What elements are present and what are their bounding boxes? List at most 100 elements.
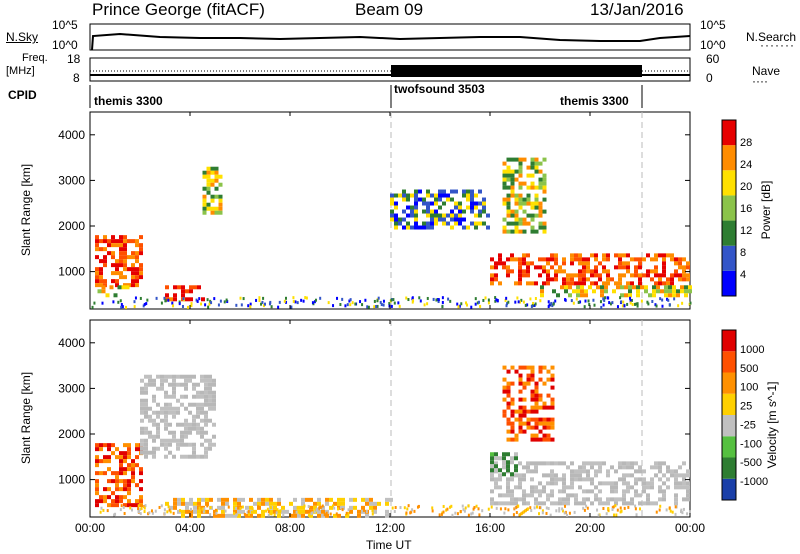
range-gate-cell bbox=[534, 425, 539, 430]
range-gate-cell bbox=[99, 443, 103, 448]
range-gate-cell bbox=[106, 509, 109, 513]
range-gate-cell bbox=[206, 202, 211, 207]
range-gate-cell bbox=[225, 513, 229, 518]
range-gate-cell bbox=[119, 275, 123, 280]
range-gate-cell bbox=[185, 505, 189, 510]
range-gate-cell bbox=[182, 297, 185, 301]
range-gate-cell bbox=[349, 509, 353, 514]
range-gate-cell bbox=[636, 302, 639, 306]
range-gate-cell bbox=[619, 506, 622, 510]
range-gate-cell bbox=[634, 269, 638, 274]
range-gate-cell bbox=[550, 421, 555, 426]
range-gate-cell bbox=[210, 198, 215, 203]
range-gate-cell bbox=[388, 302, 391, 306]
range-gate-cell bbox=[289, 513, 293, 518]
range-gate-cell bbox=[526, 417, 531, 422]
range-gate-cell bbox=[188, 378, 192, 383]
range-gate-cell bbox=[442, 217, 446, 222]
range-gate-cell bbox=[470, 221, 474, 226]
range-gate-cell bbox=[586, 277, 590, 282]
range-gate-cell bbox=[189, 501, 193, 506]
range-gate-cell bbox=[390, 201, 394, 206]
range-gate-cell bbox=[518, 217, 523, 222]
range-gate-cell bbox=[554, 501, 558, 506]
range-gate-cell bbox=[111, 263, 115, 268]
range-gate-cell bbox=[131, 279, 135, 284]
range-gate-cell bbox=[127, 487, 131, 492]
range-gate-cell bbox=[217, 303, 220, 307]
range-gate-cell bbox=[135, 259, 139, 264]
range-gate-cell bbox=[514, 437, 519, 442]
range-gate-cell bbox=[482, 197, 486, 202]
range-gate-cell bbox=[164, 446, 168, 451]
range-gate-cell bbox=[414, 193, 418, 198]
range-gate-cell bbox=[351, 301, 354, 305]
range-gate-cell bbox=[120, 504, 123, 508]
range-gate-cell bbox=[99, 267, 103, 272]
range-gate-cell bbox=[555, 509, 558, 513]
range-gate-cell bbox=[583, 508, 586, 512]
range-gate-cell bbox=[127, 255, 131, 260]
range-gate-cell bbox=[135, 463, 139, 468]
range-gate-cell bbox=[669, 509, 672, 513]
range-gate-cell bbox=[289, 501, 293, 506]
range-gate-cell bbox=[586, 469, 590, 474]
range-gate-cell bbox=[394, 193, 398, 198]
range-gate-cell bbox=[156, 402, 160, 407]
range-gate-cell bbox=[678, 265, 682, 270]
range-gate-cell bbox=[672, 285, 676, 290]
range-gate-cell bbox=[184, 374, 188, 379]
range-gate-cell bbox=[422, 225, 426, 230]
range-gate-cell bbox=[604, 285, 608, 290]
range-gate-cell bbox=[622, 273, 626, 278]
range-gate-cell bbox=[606, 281, 610, 286]
range-gate-cell bbox=[172, 374, 176, 379]
range-gate-cell bbox=[550, 473, 554, 478]
range-gate-cell bbox=[411, 300, 414, 304]
range-gate-cell bbox=[144, 410, 148, 415]
range-gate-cell bbox=[538, 377, 543, 382]
range-gate-cell bbox=[224, 509, 227, 513]
range-gate-cell bbox=[538, 393, 543, 398]
range-gate-cell bbox=[204, 418, 208, 423]
range-gate-cell bbox=[442, 213, 446, 218]
range-gate-cell bbox=[91, 305, 94, 309]
range-gate-cell bbox=[514, 452, 518, 457]
range-gate-cell bbox=[659, 504, 662, 508]
range-gate-cell bbox=[255, 298, 258, 302]
range-gate-cell bbox=[606, 469, 610, 474]
range-gate-cell bbox=[495, 506, 498, 510]
range-gate-cell bbox=[522, 497, 526, 502]
range-gate-cell bbox=[184, 394, 188, 399]
range-gate-cell bbox=[180, 422, 184, 427]
range-gate-cell bbox=[442, 221, 446, 226]
range-gate-cell bbox=[143, 302, 146, 306]
range-gate-cell bbox=[163, 512, 166, 516]
range-gate-cell bbox=[192, 426, 196, 431]
range-gate-cell bbox=[604, 289, 608, 294]
range-gate-cell bbox=[538, 501, 542, 506]
range-gate-cell bbox=[638, 257, 642, 262]
range-gate-cell bbox=[680, 285, 684, 290]
range-gate-cell bbox=[670, 273, 674, 278]
range-gate-cell bbox=[101, 301, 104, 305]
range-gate-cell bbox=[609, 302, 612, 306]
range-gate-cell bbox=[139, 271, 143, 276]
range-gate-cell bbox=[586, 506, 589, 510]
range-gate-cell bbox=[554, 273, 558, 278]
range-gate-cell bbox=[139, 467, 143, 472]
range-gate-cell bbox=[547, 300, 550, 304]
range-gate-cell bbox=[188, 374, 192, 379]
range-gate-cell bbox=[210, 194, 215, 199]
range-gate-cell bbox=[115, 271, 119, 276]
range-gate-cell bbox=[550, 385, 555, 390]
range-gate-cell bbox=[208, 394, 212, 399]
range-gate-cell bbox=[188, 426, 192, 431]
range-gate-cell bbox=[546, 461, 550, 466]
range-gate-cell bbox=[662, 269, 666, 274]
range-gate-cell bbox=[438, 197, 442, 202]
range-gate-cell bbox=[127, 283, 131, 288]
range-gate-cell bbox=[518, 373, 523, 378]
range-gate-cell bbox=[640, 299, 643, 303]
nave-right-tick-bottom: 0 bbox=[706, 71, 713, 85]
